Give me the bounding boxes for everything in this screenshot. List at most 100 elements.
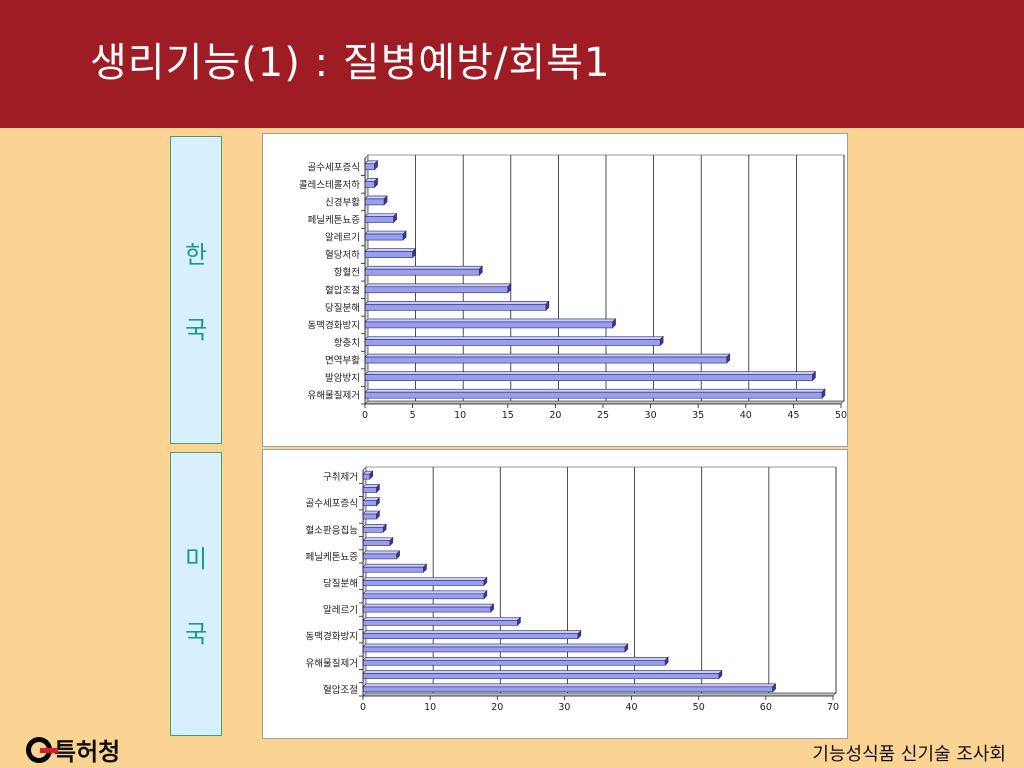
bar <box>364 268 480 276</box>
x-tick-label: 30 <box>645 410 657 421</box>
logo: 특허청 <box>26 732 120 767</box>
bar <box>364 304 547 311</box>
category-label: 발암방지 <box>325 372 360 384</box>
bar <box>364 391 823 399</box>
category-label: 알레르기 <box>325 233 360 244</box>
x-tick-label: 10 <box>454 410 466 421</box>
x-tick-label: 10 <box>424 702 436 713</box>
bar <box>364 356 728 364</box>
category-label: 구취제거 <box>323 472 358 483</box>
category-label: 당질분해 <box>325 302 360 314</box>
x-tick-label: 0 <box>362 410 368 421</box>
chart-panel-usa: 0 10 20 30 40 50 60 70 혈압조절 유해물질제거 동맥경화방지 알레르기 당질분해 페… <box>262 449 848 739</box>
category-label: 항혈전 <box>334 267 360 279</box>
bar <box>362 633 579 639</box>
category-label: 항충치 <box>334 337 360 349</box>
bar <box>362 646 626 653</box>
bar-top <box>362 630 582 634</box>
category-label: 골수세포증식 <box>308 162 360 173</box>
bar <box>362 686 773 693</box>
x-tick-label: 20 <box>549 410 561 421</box>
chart-korea: 0 5 10 15 20 25 30 35 40 45 50 유해물질제거 발암방지 면역부활 항충치 동맥경… <box>299 154 847 421</box>
bar-top <box>364 318 617 323</box>
label-usa-char-2: 국 <box>184 620 208 648</box>
label-korea-char-2: 국 <box>184 316 208 344</box>
bar <box>364 233 404 241</box>
bar <box>362 513 377 520</box>
category-label: 골수세포증식 <box>306 499 358 510</box>
category-label: 면역부활 <box>325 355 360 367</box>
bar-top <box>364 283 512 288</box>
bar-top <box>362 524 387 528</box>
label-korea-char-1: 한 <box>184 241 208 269</box>
x-tick-label: 25 <box>597 410 609 421</box>
bar-top <box>364 371 817 375</box>
x-tick-label: 5 <box>410 410 416 421</box>
x-tick-label: 0 <box>360 702 366 713</box>
bar <box>364 181 375 188</box>
bar <box>362 659 666 666</box>
bar <box>364 339 661 346</box>
category-label: 혈압조절 <box>325 284 360 296</box>
category-label: 신경부활 <box>325 196 360 208</box>
chart-floor <box>362 692 837 697</box>
category-label: 유해물질제거 <box>308 390 360 402</box>
x-tick-label: 70 <box>827 702 839 713</box>
bar-top <box>364 301 550 305</box>
header-bar: 생리기능(1) : 질병예방/회복1 <box>0 0 1024 128</box>
bar <box>362 540 391 546</box>
bar-top <box>362 683 777 688</box>
label-usa-char-1: 미 <box>184 545 208 573</box>
bar-top <box>362 656 669 661</box>
bar-top <box>362 670 723 674</box>
bar <box>364 216 394 223</box>
category-label: 페닐케톤뇨증 <box>308 215 361 226</box>
bar-top <box>362 590 488 595</box>
bar <box>364 374 813 381</box>
category-label: 동맥경화방지 <box>308 319 360 331</box>
category-label: 페닐케톤뇨증 <box>306 552 359 563</box>
bar-top <box>364 248 417 252</box>
bar-top <box>362 577 488 581</box>
chart-panel-korea: 0 5 10 15 20 25 30 35 40 45 50 유해물질제거 발암방지 면역부활 항충치 동맥경… <box>262 133 848 447</box>
bar <box>364 163 375 171</box>
bar-top <box>364 213 398 217</box>
x-tick-label: 50 <box>693 702 705 713</box>
logo-text: 특허청 <box>54 738 121 766</box>
x-tick-label: 35 <box>692 410 704 421</box>
x-tick-label: 40 <box>626 702 638 713</box>
category-label: 알레르기 <box>323 605 358 616</box>
chart-wall <box>364 154 369 405</box>
chart-usa: 0 10 20 30 40 50 60 70 혈압조절 유해물질제거 동맥경화방지 알레르기 당질분해 페… <box>306 466 839 713</box>
bar <box>362 580 485 586</box>
bar <box>362 606 491 613</box>
bar-top <box>364 336 664 340</box>
label-korea: 한 국 <box>170 136 222 444</box>
bar <box>364 286 509 294</box>
category-label: 콜레스테롤저하 <box>299 179 360 191</box>
bar-top <box>362 643 629 648</box>
bar-top <box>362 550 401 555</box>
x-tick-label: 45 <box>787 410 799 421</box>
logo-icon <box>26 736 58 763</box>
bar <box>362 673 720 679</box>
bar <box>362 593 485 600</box>
bar <box>362 620 518 626</box>
category-label: 혈당저하 <box>325 249 360 261</box>
chart-floor <box>364 400 845 405</box>
category-label: 동맥경화방지 <box>306 631 358 643</box>
x-tick-label: 40 <box>740 410 752 421</box>
bar-top <box>364 195 388 200</box>
bar-top <box>362 563 428 568</box>
category-label: 혈압조절 <box>323 684 358 696</box>
category-label: 혈소판응집능 <box>306 524 359 536</box>
bar <box>362 500 377 507</box>
bar-top <box>364 230 407 235</box>
x-tick-label: 60 <box>760 702 772 713</box>
bar <box>362 473 371 480</box>
x-tick-label: 15 <box>502 410 514 421</box>
bar <box>362 553 397 560</box>
bar <box>362 487 377 493</box>
bar <box>364 321 613 329</box>
x-tick-label: 30 <box>558 702 570 713</box>
